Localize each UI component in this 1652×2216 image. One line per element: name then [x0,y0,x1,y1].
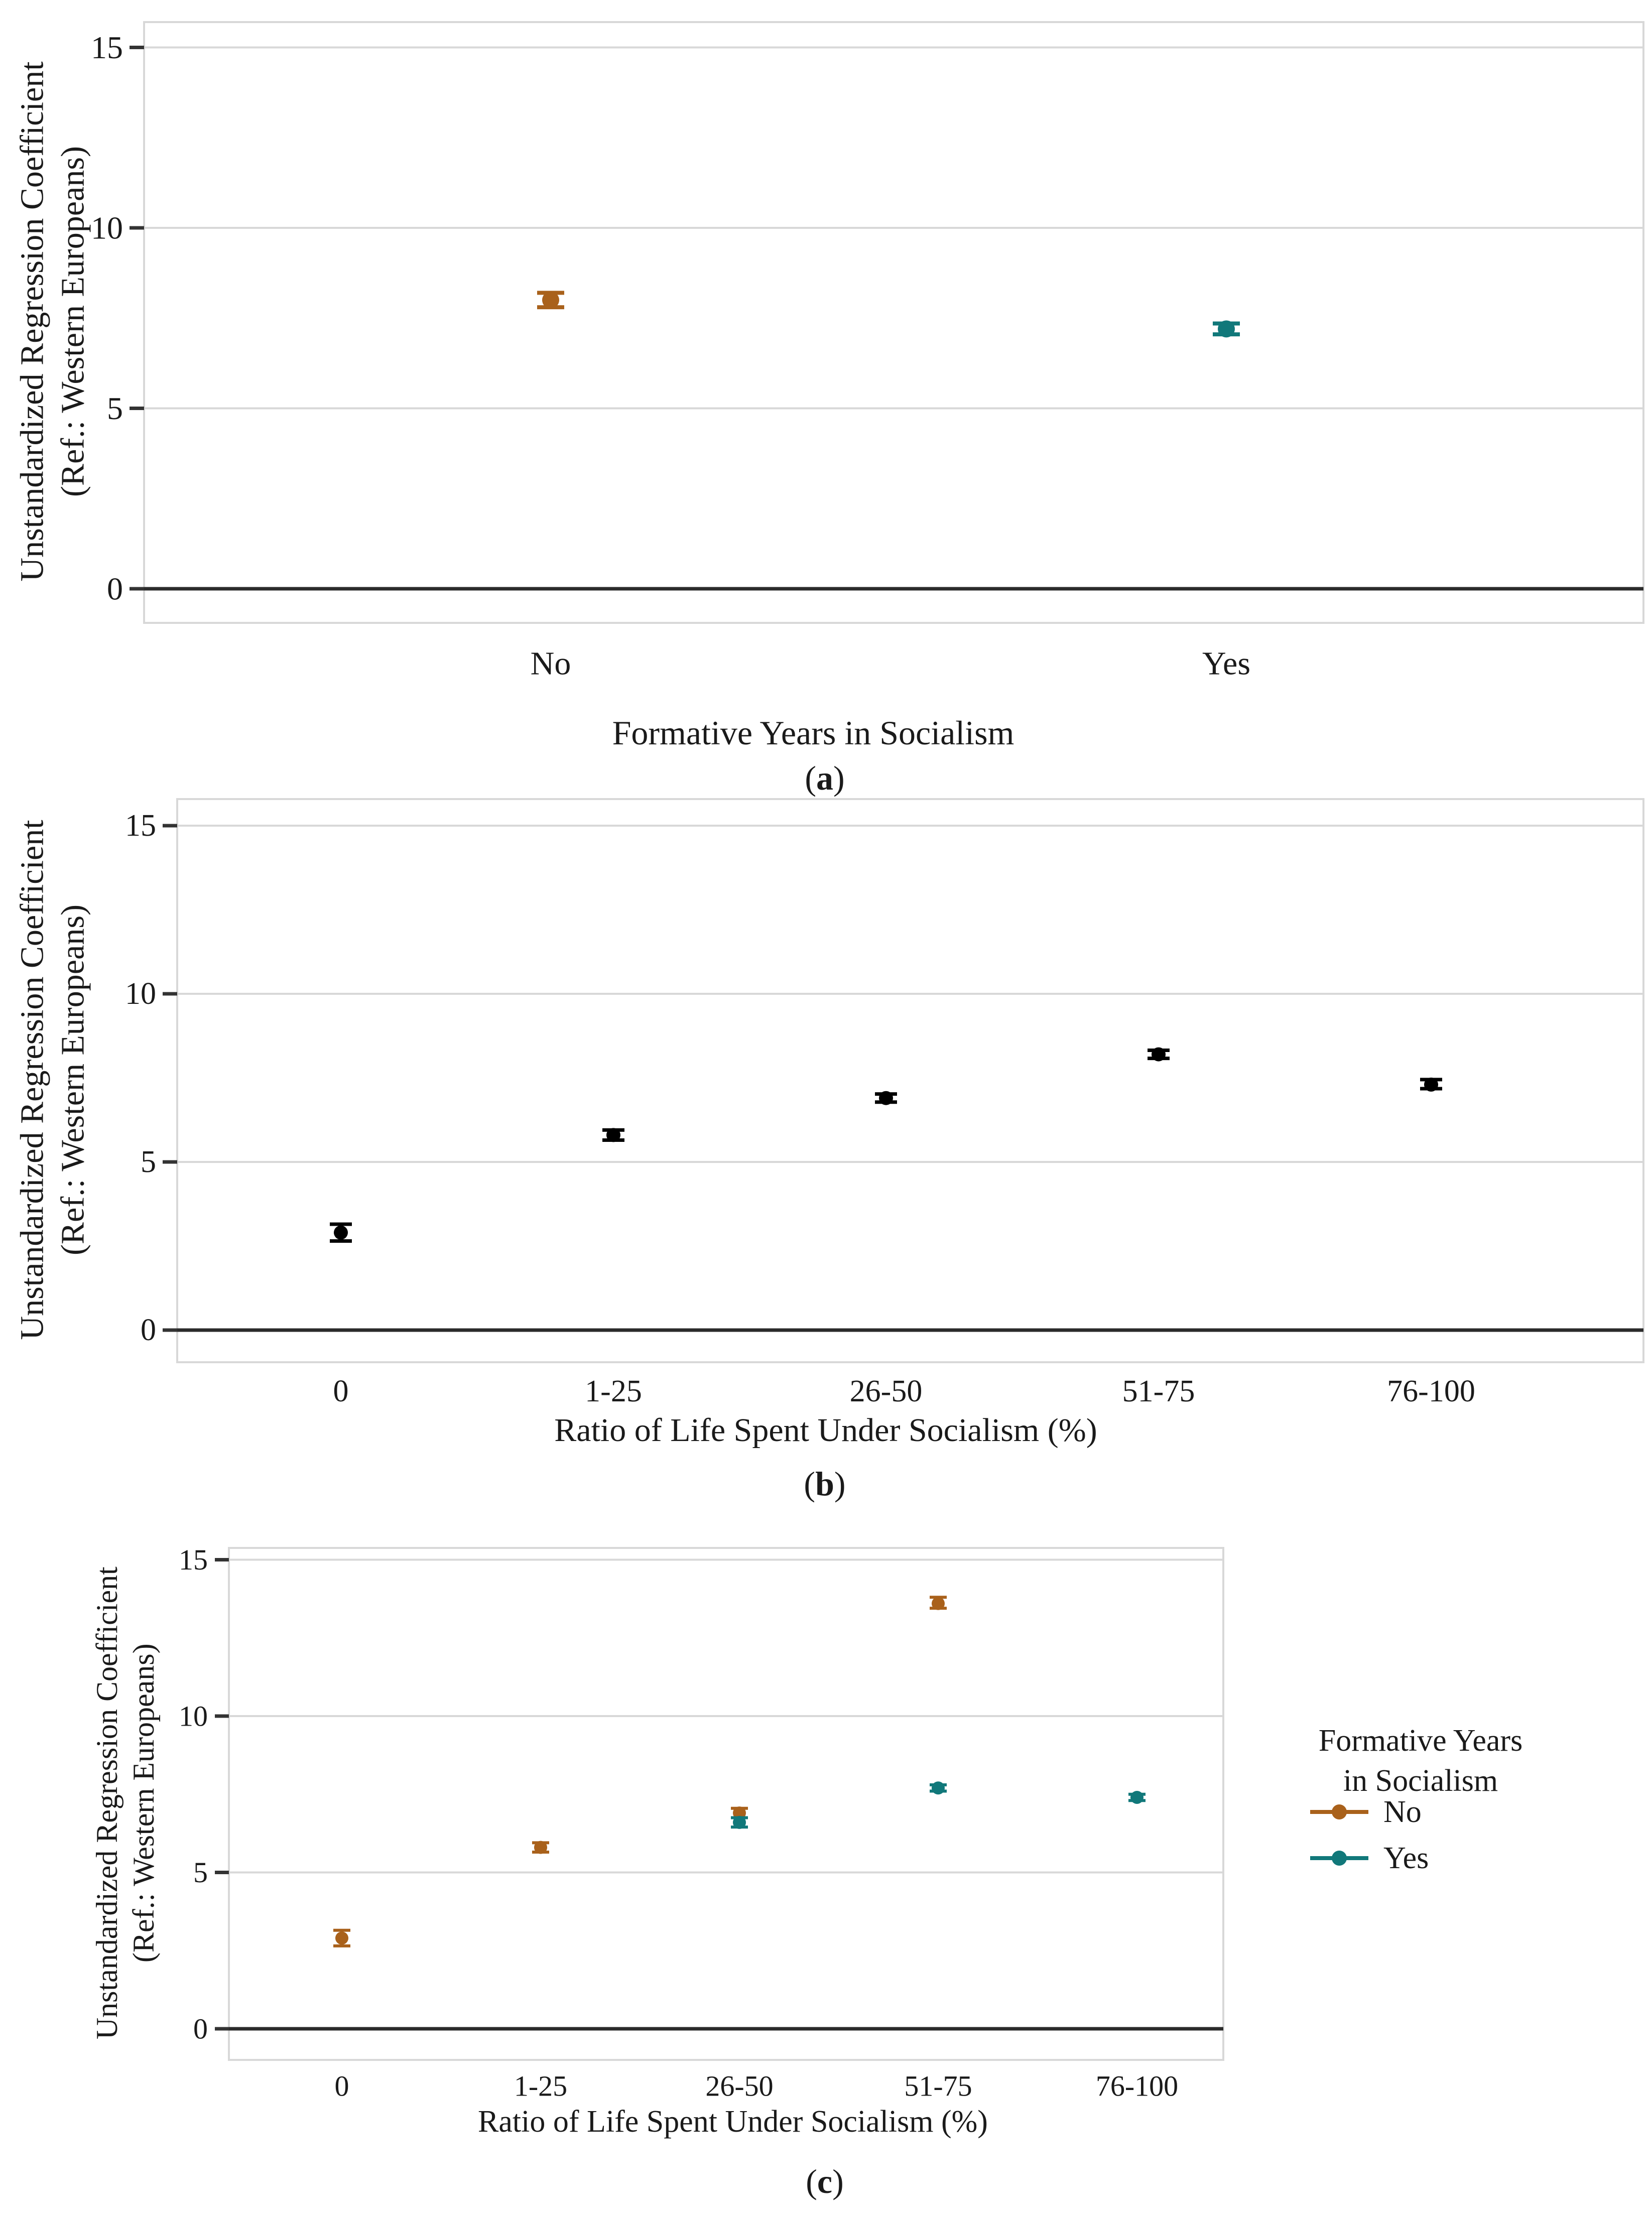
y-tick-label: 15 [125,809,156,843]
legend-key-dot [1332,1851,1347,1866]
y-tick-label: 15 [91,30,123,65]
caption-paren: ( [805,759,816,797]
data-point [879,1091,893,1105]
legend-item: No [1310,1795,1422,1829]
panel-b-y-axis-title: Unstandardized Regression Coefficient (R… [12,729,93,1431]
data-point [1424,1077,1438,1092]
caption-letter: c [817,2162,833,2200]
x-category-label: 1-25 [514,2070,567,2103]
x-category-label: 0 [333,1374,349,1408]
y-tick-label: 5 [141,1145,156,1179]
legend-item: Yes [1310,1841,1429,1875]
panel-a-y-axis-title: Unstandardized Regression Coefficient (R… [12,0,93,673]
x-category-label: 51-75 [904,2070,972,2103]
x-category-label: 26-50 [705,2070,773,2103]
y-tick-label: 0 [141,1313,156,1347]
caption-a: (a) [805,758,844,798]
legend-title-line: in Socialism [1343,1764,1498,1798]
legend-item-label: No [1383,1795,1422,1829]
caption-paren: ( [806,2162,817,2200]
legend-title-line: Formative Years [1319,1724,1522,1758]
y-tick-label: 15 [179,1543,208,1576]
y-tick-label: 0 [107,571,123,607]
data-point [534,1841,547,1854]
data-point [606,1128,620,1142]
y-axis-title-line1: Unstandardized Regression Coefficient [14,61,51,582]
panel-a-plot: 0 5 10 15 No Yes [91,21,1644,682]
data-point [542,291,559,309]
panel-a-x-axis-title: Formative Years in Socialism [612,714,1014,752]
x-category-label: Yes [1202,645,1250,682]
legend-item-label: Yes [1383,1841,1429,1875]
caption-b: (b) [804,1464,845,1504]
data-point [1218,320,1235,338]
panel-border [228,1547,1224,2061]
data-point [335,1931,348,1945]
x-category-label: 1-25 [585,1374,642,1408]
data-point [733,1815,746,1829]
x-category-label: 51-75 [1122,1374,1195,1408]
y-tick-label: 5 [193,1856,208,1889]
data-point [932,1597,945,1610]
legend-key-dot [1332,1804,1347,1819]
y-tick-label: 10 [179,1700,208,1733]
panel-b-plot: 0 5 10 15 0 1-25 26-50 51-75 76-100 [125,798,1644,1408]
panel-border [176,798,1644,1363]
caption-paren: ) [833,759,845,797]
x-category-label: 26-50 [850,1374,923,1408]
caption-c: (c) [806,2162,844,2201]
caption-letter: a [816,759,833,797]
y-axis-title-line1: Unstandardized Regression Coefficient [90,1567,123,2040]
panel-b-x-axis-title: Ratio of Life Spent Under Socialism (%) [554,1412,1097,1449]
x-category-label: 76-100 [1387,1374,1475,1408]
y-axis-title-line2: (Ref.: Western Europeans) [54,146,91,497]
caption-paren: ( [804,1465,816,1503]
panel-c-y-axis-title: Unstandardized Regression Coefficient (R… [89,1452,162,2154]
panel-border [143,21,1644,624]
data-point [1130,1790,1143,1804]
y-axis-title-line2: (Ref.: Western Europeans) [127,1643,160,1963]
caption-letter: b [815,1465,834,1503]
y-axis-title-line2: (Ref.: Western Europeans) [54,904,91,1256]
y-axis-title-line1: Unstandardized Regression Coefficient [14,820,51,1340]
data-point [1152,1047,1166,1062]
x-category-label: No [531,645,571,682]
y-tick-label: 5 [107,390,123,426]
data-point [334,1225,348,1240]
x-category-label: 76-100 [1096,2070,1178,2103]
panel-c-x-axis-title: Ratio of Life Spent Under Socialism (%) [478,2105,988,2139]
caption-paren: ) [834,1465,846,1503]
data-point [932,1781,945,1795]
y-tick-label: 10 [91,210,123,246]
y-tick-label: 10 [125,977,156,1011]
caption-paren: ) [832,2162,844,2200]
panel-c-plot: 0 5 10 15 0 1-25 26-50 51-75 76-100 Formative Yea… [179,1543,1522,2103]
x-category-label: 0 [335,2070,349,2103]
y-tick-label: 0 [193,2013,208,2045]
